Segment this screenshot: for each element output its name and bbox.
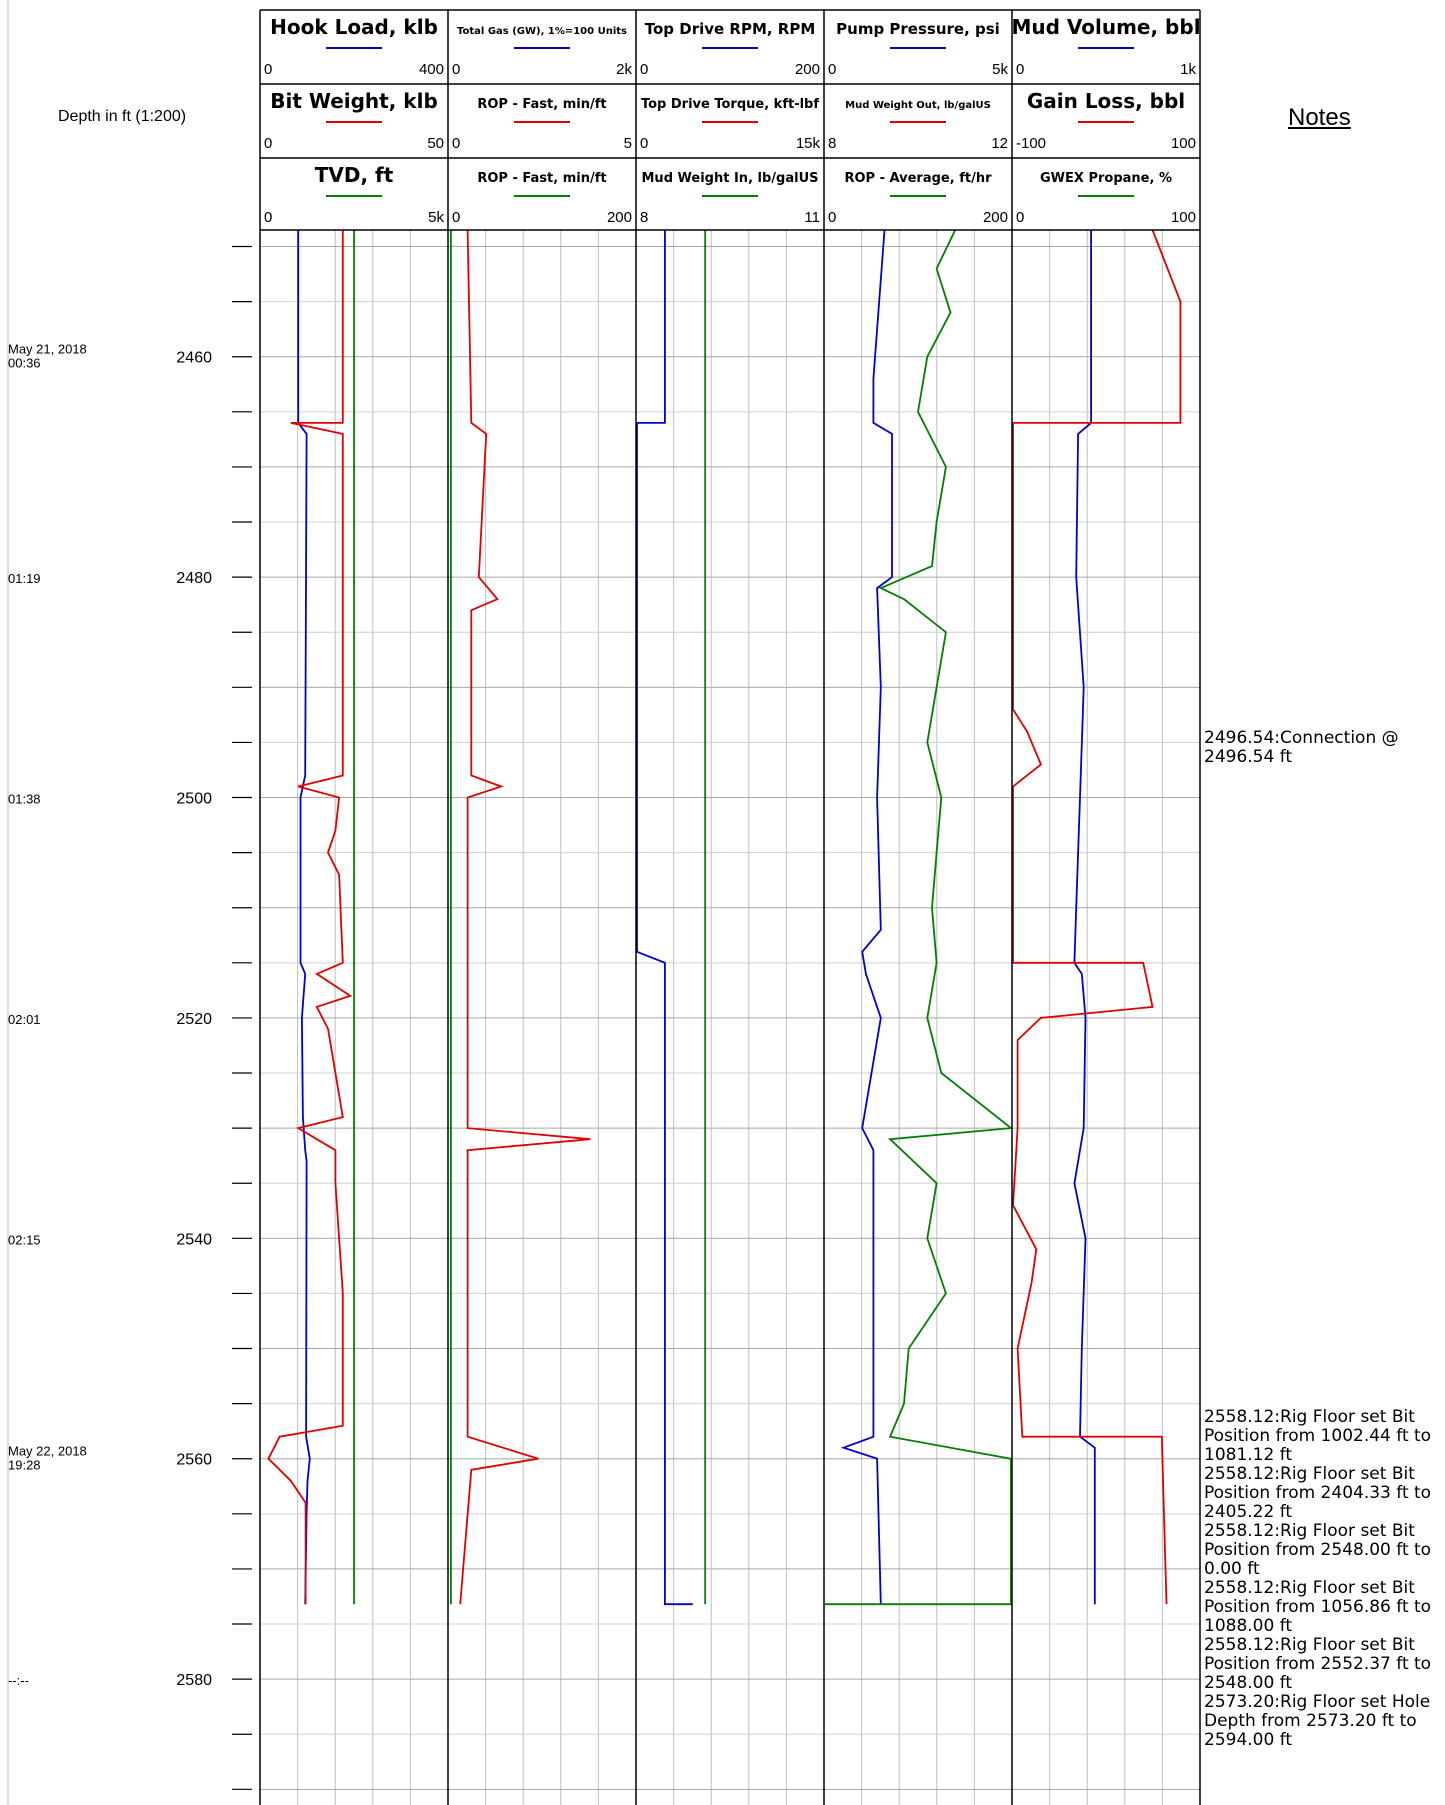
time-label: 01:19: [8, 571, 41, 586]
depth-label: 2560: [176, 1452, 212, 1469]
curve-scale-min: 0: [640, 135, 648, 152]
curve-title: Top Drive Torque, kft-lbf: [641, 97, 819, 112]
depth-label: 2520: [176, 1011, 212, 1028]
curve-title: ROP - Fast, min/ft: [477, 97, 606, 112]
depth-axis: 2460 2480 2500 2520 2540 2560 2580: [176, 245, 252, 1790]
curve-scale-min: 0: [264, 209, 272, 226]
chart-series: [267, 229, 1182, 1606]
curve-scale-max: 1k: [1180, 61, 1196, 78]
depth-label: 2480: [176, 570, 212, 587]
curve-scale-min: 0: [452, 209, 460, 226]
depth-label: 2500: [176, 791, 212, 808]
curve-scale-max: 11: [804, 209, 820, 226]
curve-title: Pump Pressure, psi: [836, 20, 1000, 38]
curve-scale-max: 200: [983, 209, 1008, 226]
series-line: [636, 230, 693, 1606]
curve-scale-min: 0: [828, 209, 836, 226]
series-line: [840, 229, 893, 1605]
series-line: [1012, 229, 1182, 1605]
depth-header: Depth in ft (1:200): [58, 108, 187, 125]
time-label: --:--: [8, 1673, 29, 1688]
curve-title: Top Drive RPM, RPM: [645, 20, 816, 38]
time-label: May 21, 2018: [8, 342, 87, 357]
note-entry: 2558.12:Rig Floor set Bit Position from …: [1204, 1407, 1432, 1465]
series-line: [297, 230, 311, 1605]
curve-scale-max: 5k: [992, 61, 1008, 78]
curve-scale-max: 12: [991, 135, 1008, 152]
curve-scale-max: 200: [795, 61, 820, 78]
curve-title: ROP - Average, ft/hr: [845, 171, 993, 186]
curve-scale-max: 5: [624, 135, 632, 152]
chart-frame: [7, 0, 1201, 1805]
curve-scale-min: 0: [452, 61, 460, 78]
note-entry: 2558.12:Rig Floor set Bit Position from …: [1204, 1521, 1432, 1579]
time-label: May 22, 2018: [8, 1444, 87, 1459]
time-label: 01:38: [8, 792, 41, 807]
note-entry: 2558.12:Rig Floor set Bit Position from …: [1204, 1635, 1432, 1693]
curve-title: Hook Load, klb: [270, 15, 438, 39]
curve-scale-min: 0: [1016, 209, 1024, 226]
curve-scale-min: -100: [1016, 135, 1046, 152]
note-entry: 2496.54:Connection @ 2496.54 ft: [1204, 728, 1399, 768]
curve-title: GWEX Propane, %: [1040, 171, 1172, 186]
curve-scale-min: 0: [640, 61, 648, 78]
series-line: [825, 229, 1014, 1606]
curve-scale-min: 0: [264, 61, 272, 78]
curve-scale-max: 5k: [428, 209, 444, 226]
curve-title: Total Gas (GW), 1%=100 Units: [457, 26, 627, 37]
curve-scale-max: 2k: [616, 61, 632, 78]
notes-header: Notes: [1288, 104, 1351, 131]
curve-title: Mud Volume, bbl: [1011, 15, 1200, 39]
note-entry: 2558.12:Rig Floor set Bit Position from …: [1204, 1464, 1432, 1522]
curve-scale-min: 8: [828, 135, 836, 152]
curve-scale-min: 0: [264, 135, 272, 152]
curve-scale-min: 0: [452, 135, 460, 152]
depth-label: 2460: [176, 350, 212, 367]
chart-grid: [260, 230, 1200, 1805]
curve-title: Gain Loss, bbl: [1027, 89, 1185, 113]
curve-scale-max: 200: [607, 209, 632, 226]
curve-scale-min: 8: [640, 209, 648, 226]
curve-scale-min: 0: [828, 61, 836, 78]
series-line: [1073, 230, 1096, 1605]
curve-scale-max: 400: [419, 61, 444, 78]
curve-scale-max: 100: [1171, 135, 1196, 152]
note-entry: 2573.20:Rig Floor set Hole Depth from 25…: [1204, 1692, 1431, 1750]
series-line: [459, 229, 591, 1605]
curve-title: Mud Weight In, lb/galUS: [642, 171, 819, 186]
series-line: [267, 230, 353, 1605]
time-label: 02:01: [8, 1012, 41, 1027]
curve-scale-max: 100: [1171, 209, 1196, 226]
curve-title: TVD, ft: [315, 163, 394, 187]
note-entry: 2558.12:Rig Floor set Bit Position from …: [1204, 1578, 1432, 1636]
time-label: 19:28: [8, 1458, 41, 1473]
curve-title: Mud Weight Out, lb/galUS: [845, 100, 991, 111]
curve-scale-max: 15k: [796, 135, 821, 152]
depth-label: 2580: [176, 1672, 212, 1689]
depth-label: 2540: [176, 1231, 212, 1248]
time-label: 02:15: [8, 1232, 41, 1247]
curve-scale-max: 50: [427, 135, 444, 152]
curve-title: ROP - Fast, min/ft: [477, 171, 606, 186]
curve-scale-min: 0: [1016, 61, 1024, 78]
curve-title: Bit Weight, klb: [270, 89, 438, 113]
time-label: 00:36: [8, 356, 41, 371]
